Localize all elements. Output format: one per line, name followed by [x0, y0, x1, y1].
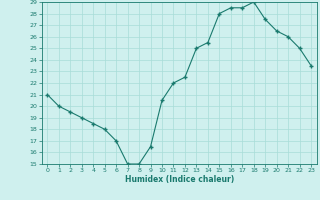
X-axis label: Humidex (Indice chaleur): Humidex (Indice chaleur) — [124, 175, 234, 184]
